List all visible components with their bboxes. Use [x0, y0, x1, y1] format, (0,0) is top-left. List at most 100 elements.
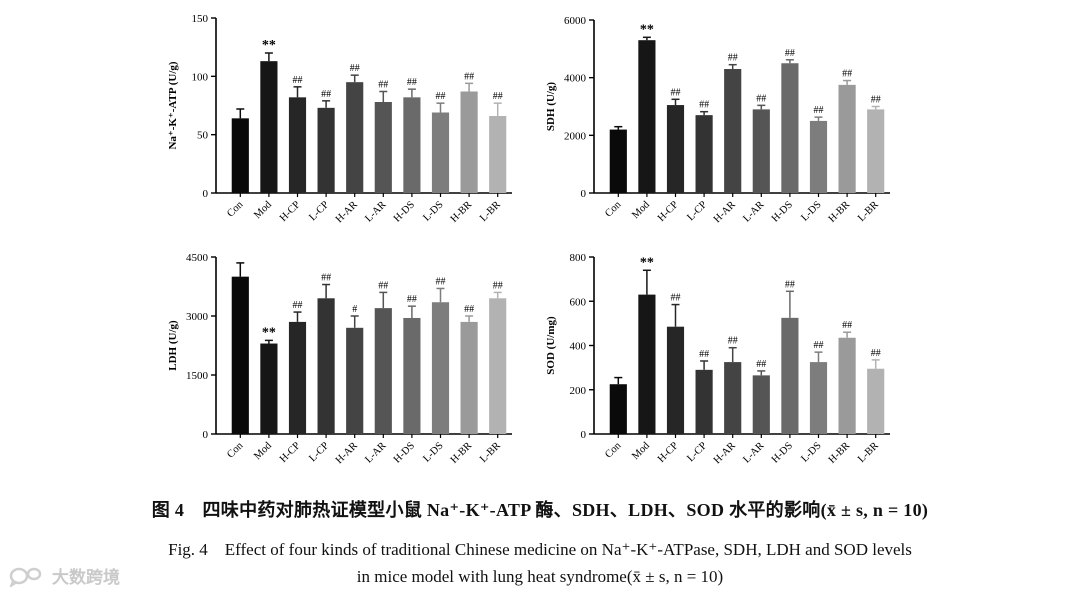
bar-L-CP: [695, 369, 713, 434]
y-tick-label: 0: [581, 429, 587, 441]
bar-L-BR: [867, 368, 885, 434]
significance-label: ##: [464, 71, 474, 82]
bar-H-BR: [460, 91, 478, 193]
significance-label: ##: [814, 105, 824, 116]
chart-naka: 0 50 100 150 Na⁺-K⁺-ATP (U/g) Con ** Mod ## H-CP #…: [167, 13, 512, 225]
x-tick-label: L-CP: [685, 440, 709, 464]
significance-label: ##: [871, 348, 881, 359]
y-axis-label: LDH (U/g): [167, 320, 179, 371]
bar-H-DS: [403, 97, 421, 193]
significance-label: ##: [671, 293, 681, 304]
x-tick-label: L-AR: [363, 199, 388, 224]
y-tick-label: 0: [581, 188, 587, 200]
x-tick-label: L-BR: [478, 199, 503, 224]
significance-label: ##: [699, 100, 709, 111]
significance-label: **: [640, 22, 654, 37]
bar-H-BR: [460, 321, 478, 434]
bar-Mod: [638, 40, 656, 193]
x-tick-label: H-AR: [334, 199, 360, 225]
x-tick-label: Mod: [630, 440, 652, 462]
x-tick-label: Mod: [630, 199, 652, 221]
significance-label: ##: [671, 87, 681, 98]
bar-H-CP: [288, 321, 307, 434]
y-tick-label: 4500: [186, 252, 209, 264]
bar-H-AR: [724, 69, 742, 193]
bar-H-AR: [346, 327, 364, 434]
significance-label: #: [352, 304, 357, 315]
x-tick-label: H-AR: [712, 440, 738, 466]
significance-label: ##: [728, 336, 738, 347]
bar-L-AR: [752, 109, 770, 193]
y-tick-label: 800: [570, 252, 587, 264]
y-tick-label: 1500: [186, 370, 209, 382]
bar-H-CP: [666, 105, 685, 193]
significance-label: ##: [464, 304, 474, 315]
x-tick-label: H-DS: [392, 199, 417, 224]
bar-Mod: [260, 343, 278, 434]
y-tick-label: 150: [192, 13, 209, 25]
significance-label: **: [262, 38, 276, 53]
bar-Con: [609, 129, 627, 193]
significance-label: ##: [293, 300, 303, 311]
bar-Mod: [260, 61, 278, 193]
bar-H-BR: [838, 84, 856, 193]
chart-ldh: 0 1500 3000 4500 LDH (U/g) Con ** Mod ## H-CP ## L-…: [167, 252, 512, 466]
significance-label: ##: [785, 279, 795, 290]
x-tick-label: L-CP: [307, 440, 331, 464]
x-tick-label: L-CP: [307, 199, 331, 223]
bar-L-AR: [374, 308, 392, 434]
x-tick-label: H-CP: [278, 199, 303, 224]
x-tick-label: H-AR: [334, 440, 360, 466]
bar-H-AR: [724, 362, 742, 434]
significance-label: ##: [728, 53, 738, 64]
x-tick-label: H-DS: [770, 440, 795, 465]
x-tick-label: H-CP: [656, 199, 681, 224]
x-tick-label: L-BR: [478, 440, 503, 465]
bar-L-CP: [695, 115, 713, 193]
y-tick-label: 4000: [564, 73, 587, 85]
bar-Mod: [638, 294, 656, 434]
x-tick-label: H-BR: [449, 440, 475, 466]
bar-L-DS: [809, 120, 828, 193]
significance-label: ##: [436, 91, 446, 102]
y-axis-label: Na⁺-K⁺-ATP (U/g): [167, 61, 179, 149]
figure-caption-english-line1: Fig. 4 Effect of four kinds of tradition…: [168, 540, 912, 559]
y-tick-label: 3000: [186, 311, 209, 323]
x-tick-label: H-DS: [392, 440, 417, 465]
x-tick-label: H-CP: [656, 440, 681, 465]
x-tick-label: Con: [603, 199, 624, 220]
y-tick-label: 50: [197, 130, 209, 142]
bar-L-AR: [752, 375, 770, 434]
bar-L-BR: [867, 109, 885, 193]
significance-label: ##: [293, 75, 303, 86]
y-axis-label: SOD (U/mg): [545, 316, 557, 375]
bar-H-CP: [288, 97, 307, 193]
x-tick-label: Con: [603, 440, 624, 461]
significance-label: ##: [321, 273, 331, 284]
significance-label: ##: [785, 48, 795, 59]
y-tick-label: 0: [203, 188, 209, 200]
x-tick-label: Con: [225, 199, 246, 220]
x-tick-label: L-DS: [421, 199, 445, 223]
bar-Con: [609, 384, 627, 434]
x-tick-label: H-CP: [278, 440, 303, 465]
bar-H-DS: [781, 317, 799, 434]
y-tick-label: 2000: [564, 130, 587, 142]
significance-label: ##: [436, 276, 446, 287]
significance-label: ##: [756, 93, 766, 104]
significance-label: ##: [756, 359, 766, 370]
x-tick-label: L-BR: [856, 199, 881, 224]
y-tick-label: 100: [192, 71, 209, 83]
y-tick-label: 600: [570, 296, 587, 308]
bar-H-DS: [403, 317, 421, 434]
significance-label: ##: [407, 77, 417, 88]
significance-label: ##: [871, 95, 881, 106]
significance-label: ##: [842, 69, 852, 80]
significance-label: **: [640, 255, 654, 270]
significance-label: ##: [378, 280, 388, 291]
x-tick-label: L-DS: [421, 440, 445, 464]
x-tick-label: H-BR: [449, 199, 475, 225]
significance-label: ##: [350, 63, 360, 74]
y-axis-label: SDH (U/g): [545, 82, 557, 132]
significance-label: ##: [493, 280, 503, 291]
